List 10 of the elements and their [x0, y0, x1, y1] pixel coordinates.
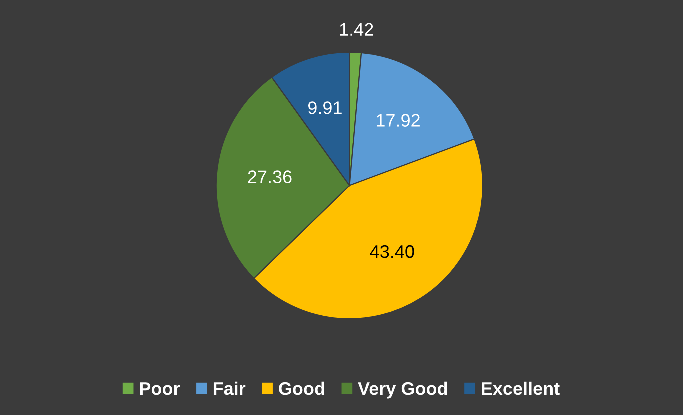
- data-label: 17.92: [377, 114, 420, 127]
- data-label: 43.40: [370, 245, 414, 258]
- data-label: 27.36: [248, 170, 292, 184]
- data-label: 1.42: [340, 23, 374, 36]
- legend-label: Good: [279, 382, 324, 396]
- legend-label: Poor: [140, 382, 180, 396]
- legend-label: Fair: [214, 382, 246, 396]
- legend-label: Excellent: [482, 382, 560, 396]
- legend-label: Very Good: [358, 382, 448, 399]
- data-label: 9.91: [308, 102, 342, 114]
